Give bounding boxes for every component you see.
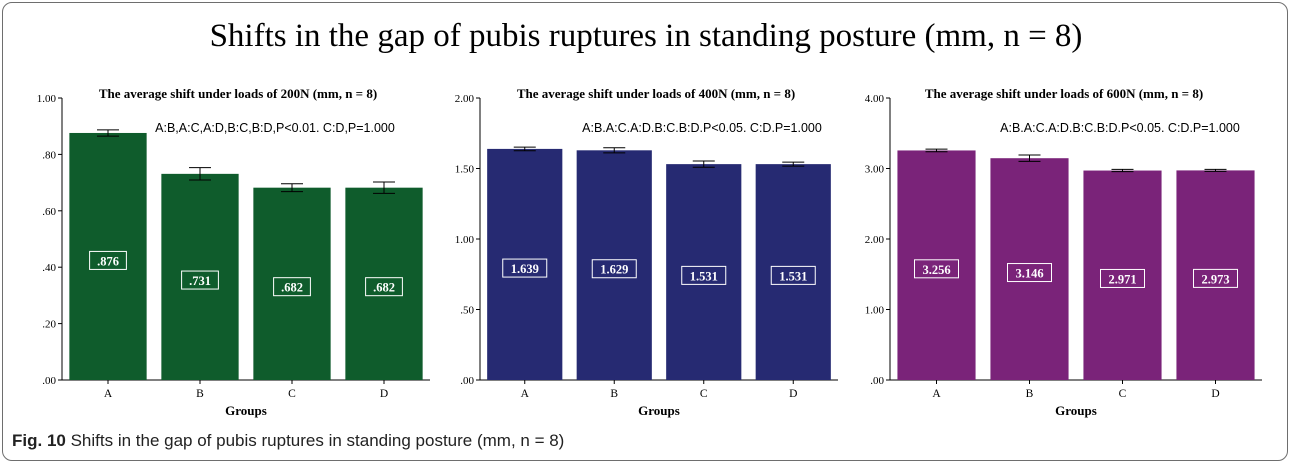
data-label-box <box>365 277 403 297</box>
data-label: .731 <box>189 274 211 288</box>
bar <box>487 148 563 380</box>
data-label-box <box>770 265 816 285</box>
x-tick-label: B <box>1026 388 1034 400</box>
data-label: 1.531 <box>779 269 807 283</box>
chart-title: The average shift under loads of 600N (m… <box>925 86 1203 101</box>
bar <box>897 150 976 380</box>
x-tick-label: C <box>700 388 708 400</box>
data-label: 1.531 <box>690 269 718 283</box>
y-tick-label: .00 <box>460 375 474 387</box>
bar <box>990 158 1069 380</box>
x-tick-label: B <box>196 388 204 400</box>
y-tick-label: 2.00 <box>865 234 885 246</box>
data-label-box <box>1007 263 1052 283</box>
y-tick-label: .60 <box>42 206 56 218</box>
bar-charts: The average shift under loads of 200N (m… <box>37 86 1262 418</box>
bar <box>69 132 147 380</box>
caption-label: Fig. 10 <box>12 431 66 450</box>
y-tick-label: .40 <box>42 262 56 274</box>
data-label-box <box>502 258 548 278</box>
data-label-box <box>681 265 727 285</box>
data-label: .682 <box>281 281 303 295</box>
y-tick-label: 1.00 <box>865 305 885 317</box>
y-tick-label: .50 <box>460 305 474 317</box>
data-label-box <box>89 250 127 270</box>
y-tick-label: 1.00 <box>455 234 475 246</box>
significance-note: A:B,A:C,A:D,B:C,B:D,P<0.01. C:D,P=1.000 <box>155 121 395 135</box>
chart-panel-1: The average shift under loads of 200N (m… <box>37 86 430 418</box>
y-tick-label: .20 <box>42 319 56 331</box>
figure-caption: Fig. 10 Shifts in the gap of pubis ruptu… <box>12 431 1282 451</box>
data-label: .682 <box>373 281 395 295</box>
bar <box>253 187 331 380</box>
bar <box>161 173 239 380</box>
chart-panel-2: The average shift under loads of 400N (m… <box>455 86 838 418</box>
y-tick-label: 2.00 <box>455 93 475 105</box>
data-label-box <box>914 259 959 279</box>
data-label-box <box>1100 268 1145 288</box>
data-label-box <box>1193 268 1238 288</box>
significance-note: A:B.A:C.A:D.B:C.B:D.P<0.05. C:D.P=1.000 <box>582 121 822 135</box>
x-tick-label: A <box>932 388 941 400</box>
bar <box>576 150 652 380</box>
y-tick-label: .00 <box>870 375 884 387</box>
data-label-box <box>273 277 311 297</box>
chart-title: The average shift under loads of 400N (m… <box>517 86 795 101</box>
bar <box>666 164 742 380</box>
y-tick-label: 4.00 <box>865 93 885 105</box>
y-tick-label: 1.00 <box>37 93 57 105</box>
y-tick-label: .00 <box>42 375 56 387</box>
y-tick-label: 3.00 <box>865 164 885 176</box>
significance-note: A:B.A:C.A:D.B:C.B:D.P<0.05. C:D.P=1.000 <box>1000 121 1240 135</box>
caption-text: Shifts in the gap of pubis ruptures in s… <box>70 431 565 450</box>
y-tick-label: .80 <box>42 149 56 161</box>
chart-panel-3: The average shift under loads of 600N (m… <box>865 86 1262 418</box>
chart-title: The average shift under loads of 200N (m… <box>99 86 377 101</box>
x-axis-title: Groups <box>1055 403 1097 418</box>
y-tick-label: 1.50 <box>455 164 475 176</box>
figure-title: Shifts in the gap of pubis ruptures in s… <box>209 18 1083 54</box>
data-label: 1.629 <box>600 263 628 277</box>
x-tick-label: D <box>380 388 388 400</box>
x-tick-label: C <box>1119 388 1127 400</box>
x-tick-label: C <box>288 388 296 400</box>
x-tick-label: A <box>104 388 113 400</box>
data-label-box <box>181 270 219 290</box>
x-tick-label: D <box>1211 388 1219 400</box>
x-tick-label: A <box>521 388 530 400</box>
data-label: .876 <box>97 254 119 268</box>
bar <box>755 164 831 380</box>
data-label: 2.971 <box>1108 272 1136 286</box>
bar <box>1176 170 1255 380</box>
data-label: 3.256 <box>922 263 950 277</box>
data-label-box <box>591 259 637 279</box>
x-axis-title: Groups <box>225 403 267 418</box>
data-label: 1.639 <box>511 262 539 276</box>
bar <box>345 187 423 380</box>
x-axis-title: Groups <box>638 403 680 418</box>
data-label: 2.973 <box>1201 272 1229 286</box>
x-tick-label: D <box>789 388 797 400</box>
data-label: 3.146 <box>1015 267 1043 281</box>
x-tick-label: B <box>610 388 618 400</box>
bar <box>1083 170 1162 380</box>
